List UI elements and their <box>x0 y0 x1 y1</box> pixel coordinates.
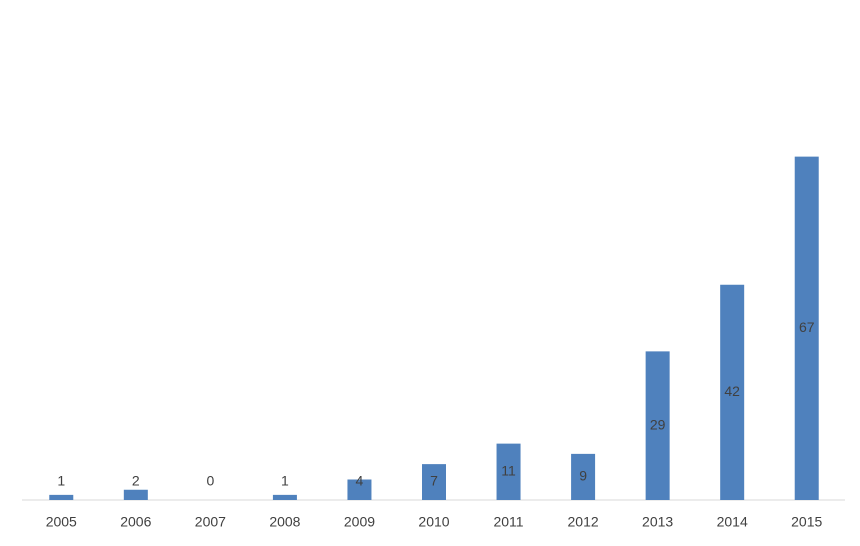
data-label: 11 <box>501 463 516 479</box>
bar <box>123 489 148 500</box>
x-tick-label: 2011 <box>493 514 523 530</box>
bar <box>347 479 372 500</box>
bar <box>272 494 297 500</box>
data-label: 29 <box>650 416 666 432</box>
x-tick-label: 2007 <box>195 514 226 530</box>
data-label: 9 <box>579 468 587 484</box>
x-tick-label: 2014 <box>717 514 748 530</box>
data-label: 1 <box>57 473 65 489</box>
x-tick-label: 2009 <box>344 514 375 530</box>
data-label: 67 <box>799 319 815 335</box>
bar <box>496 443 521 500</box>
data-label: 4 <box>356 473 364 489</box>
data-label: 7 <box>430 473 438 489</box>
x-tick-label: 2012 <box>568 514 599 530</box>
x-tick-label: 2013 <box>642 514 673 530</box>
x-tick-label: 2008 <box>269 514 300 530</box>
bar <box>794 156 819 500</box>
x-tick-label: 2015 <box>791 514 822 530</box>
bar <box>720 284 745 500</box>
data-label: 1 <box>281 473 289 489</box>
bar <box>422 464 446 500</box>
bar <box>571 453 596 500</box>
data-label: 2 <box>132 473 140 489</box>
x-tick-label: 2006 <box>120 514 151 530</box>
data-label: 42 <box>724 383 740 399</box>
bar <box>49 494 74 500</box>
bar <box>645 351 670 500</box>
x-tick-label: 2005 <box>46 514 77 530</box>
x-tick-label: 2010 <box>418 514 449 530</box>
data-label: 0 <box>206 473 214 489</box>
